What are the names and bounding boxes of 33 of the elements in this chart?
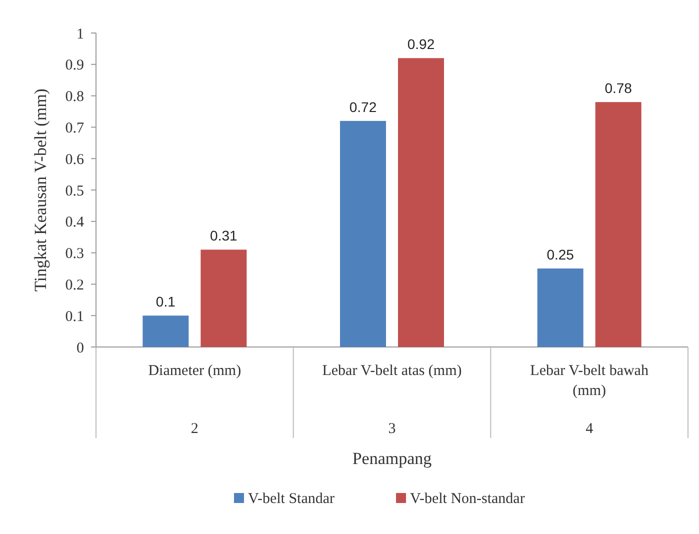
text: 3 [388, 421, 396, 437]
data-label: 0.78 [604, 80, 632, 96]
y-tick-label: 0.8 [65, 89, 84, 106]
bar [340, 120, 386, 347]
data-label: 0.72 [349, 98, 377, 115]
y-tick-label: 0.1 [65, 308, 84, 325]
legend-label: V-belt Standar [248, 491, 335, 507]
y-tick-label: 0 [76, 340, 84, 356]
bar [537, 268, 584, 347]
text: 2 [190, 421, 198, 437]
bar [398, 58, 444, 347]
text: 4 [586, 421, 594, 437]
y-tick-label: 0.7 [65, 120, 84, 136]
x-tick-label: Lebar V-belt bawah (mm) [530, 363, 649, 399]
data-label: 0.25 [546, 246, 574, 262]
data-label: 0.31 [210, 228, 238, 244]
y-tick-label: 0.5 [65, 183, 84, 200]
x-axis-title: Penampang [352, 449, 432, 468]
y-tick-label: 1 [76, 26, 84, 42]
legend-label: V-belt Non-standar [410, 491, 525, 507]
y-tick-label: 0.2 [65, 277, 84, 294]
bar [200, 250, 247, 347]
data-label: 0.1 [156, 294, 176, 310]
y-tick-label: 0.3 [65, 246, 84, 262]
bar [595, 102, 642, 347]
x-tick-label: Diameter (mm) [148, 363, 242, 379]
bar [142, 316, 189, 347]
y-tick-label: 0.4 [65, 214, 84, 231]
data-label: 0.92 [407, 36, 435, 52]
y-axis-title: Tingkat Keausan V-belt (mm) [31, 88, 50, 292]
y-tick-label: 0.9 [65, 58, 84, 74]
x-tick-label: Lebar V-belt atas (mm) [322, 363, 462, 379]
y-tick-label: 0.6 [65, 152, 84, 168]
